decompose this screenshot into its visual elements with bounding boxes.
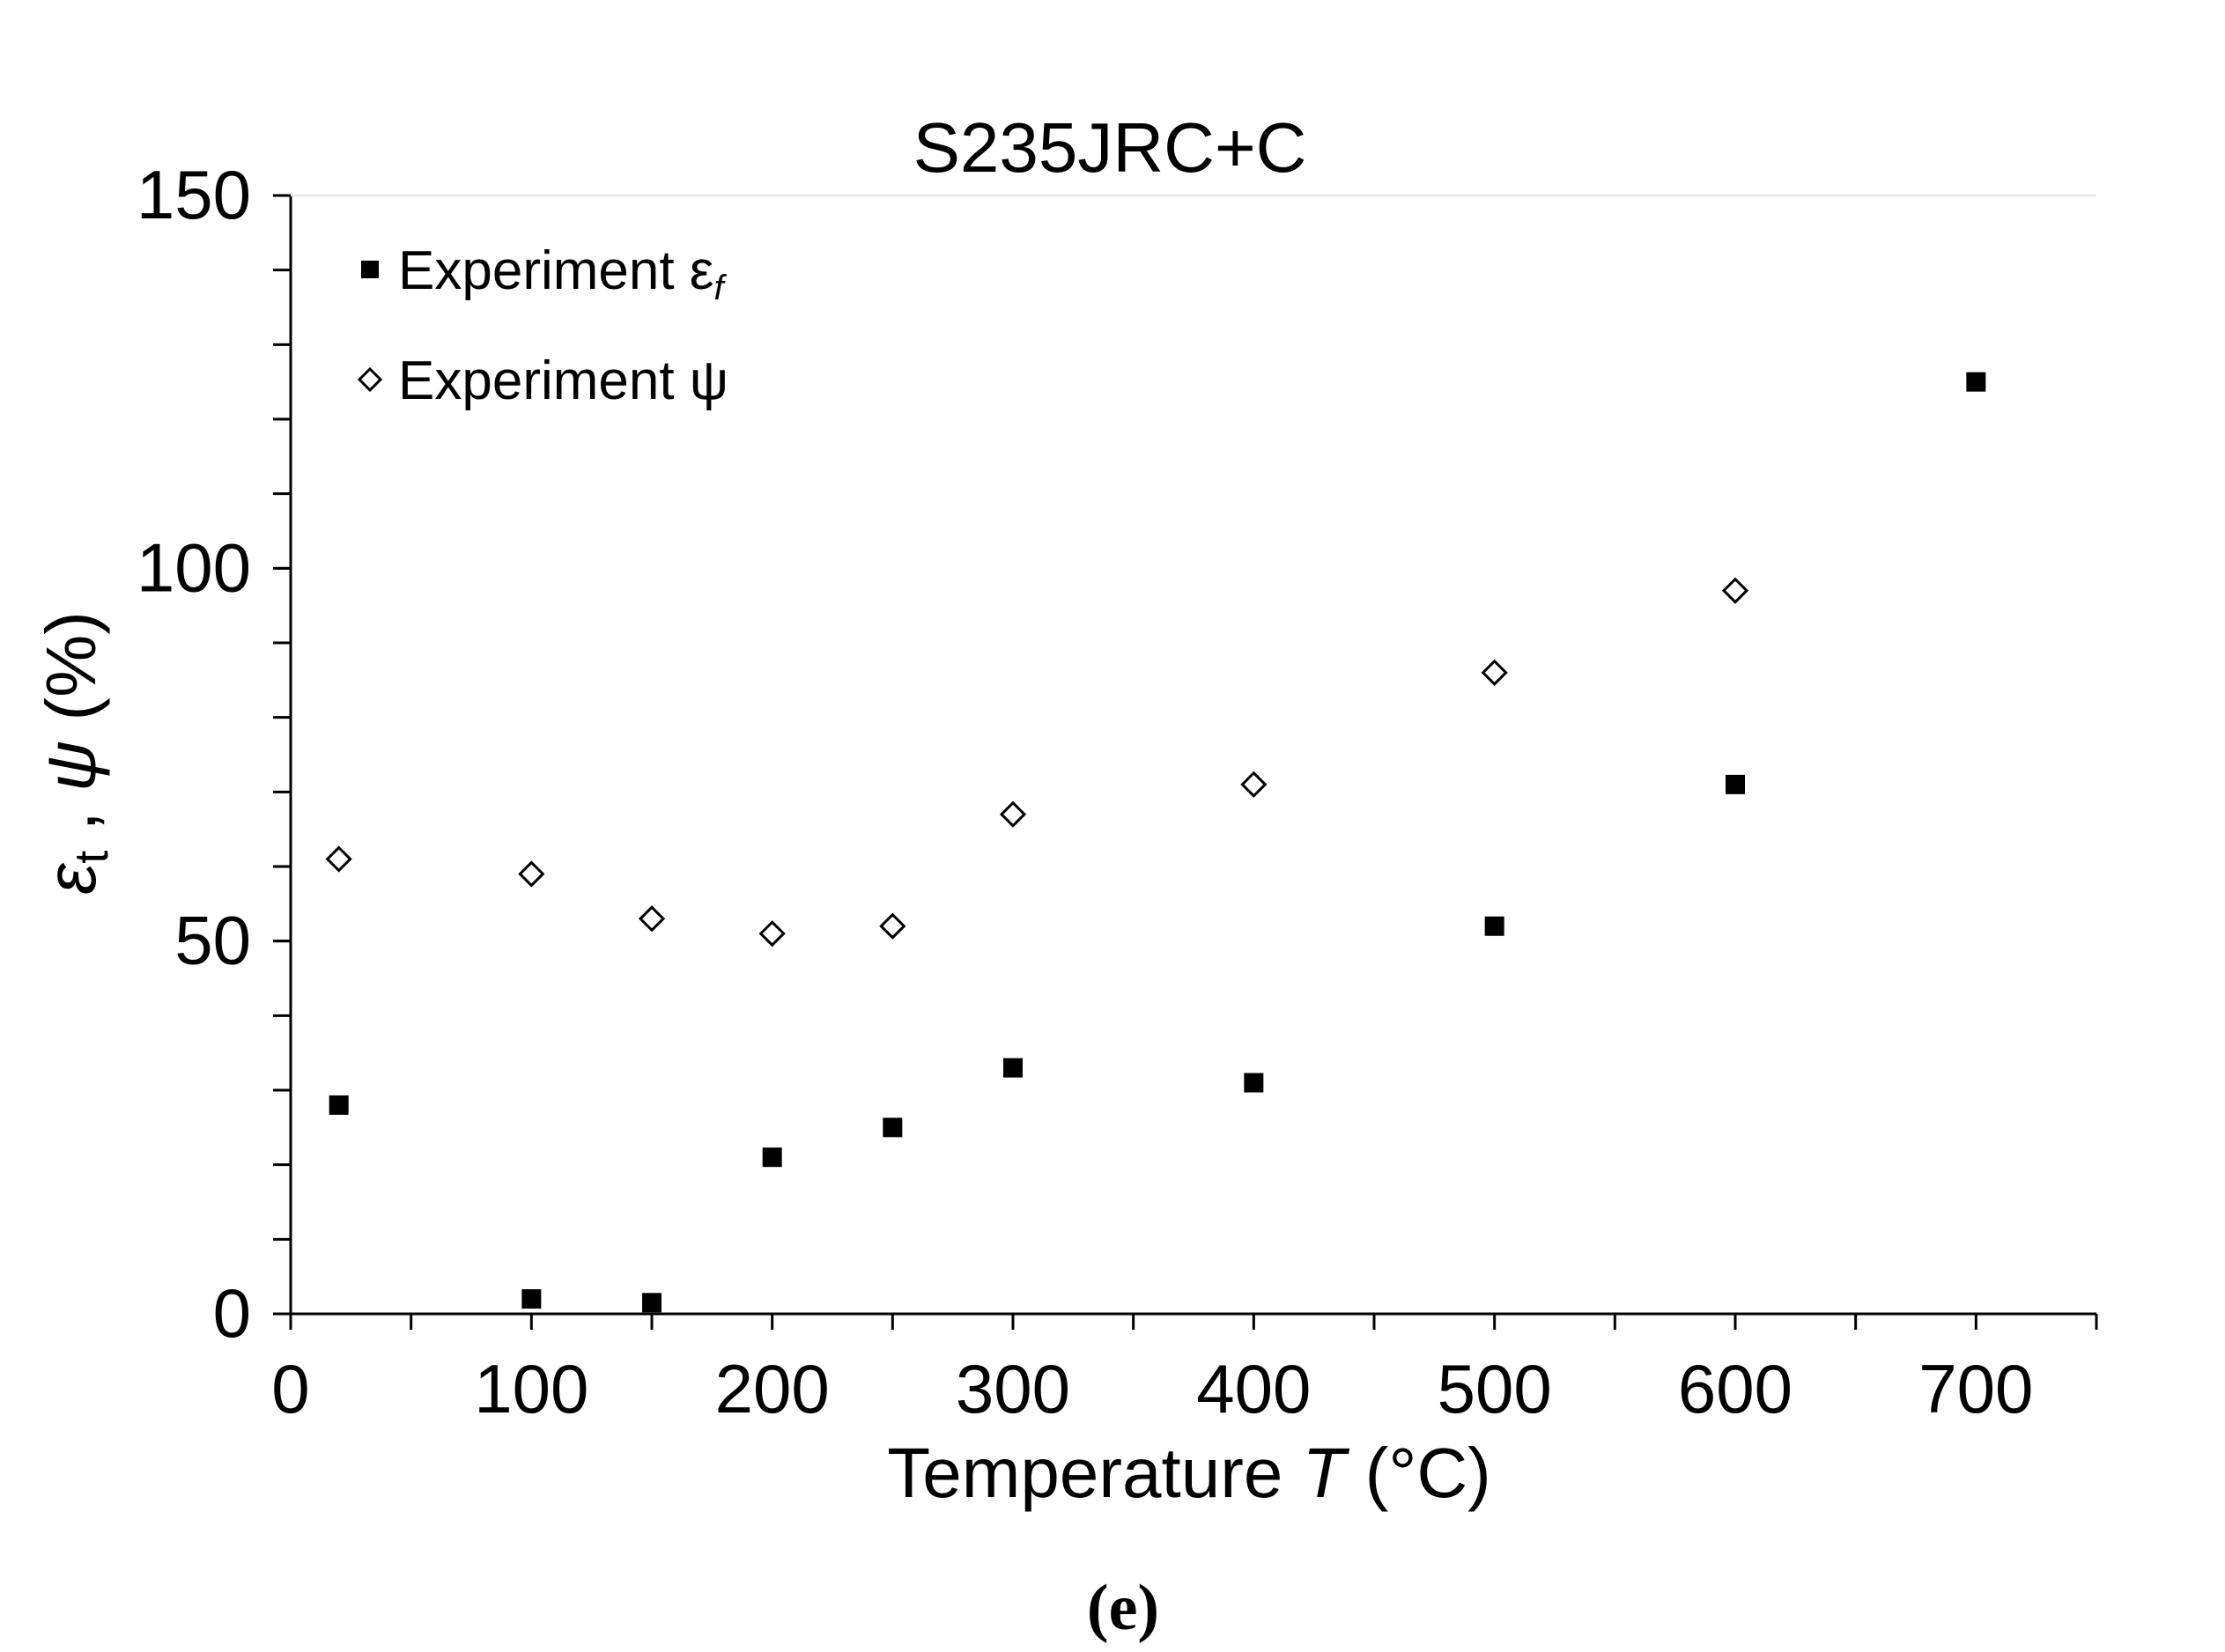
x-axis-title: Temperature T (°C) — [887, 1434, 1490, 1512]
data-point-diamond — [518, 860, 545, 888]
x-tick-label: 0 — [271, 1350, 309, 1427]
y-axis-ticks: 0 50 100 150 — [137, 156, 291, 1352]
y-tick-label: 150 — [137, 156, 251, 233]
data-point-diamond — [1481, 659, 1508, 686]
data-point-square — [521, 1289, 542, 1309]
chart-title: S235JRC+C — [913, 108, 1307, 187]
x-tick-label: 400 — [1196, 1350, 1311, 1427]
data-point-diamond — [1240, 771, 1268, 798]
data-point-square — [1484, 916, 1504, 936]
data-point-square — [1003, 1058, 1023, 1078]
data-point-diamond — [325, 845, 352, 873]
data-point-square — [883, 1117, 903, 1138]
data-point-square — [642, 1293, 662, 1313]
x-tick-label: 500 — [1438, 1350, 1552, 1427]
data-point-diamond — [999, 800, 1027, 828]
y-axis-title: εt , ψ (%) — [32, 611, 118, 895]
y-tick-label: 0 — [213, 1274, 251, 1352]
data-point-diamond — [879, 912, 906, 940]
data-point-square — [1244, 1073, 1264, 1093]
x-axis-ticks: 0 100 200 300 400 500 600 700 — [271, 1314, 2098, 1427]
data-point-square — [1726, 774, 1745, 794]
data-marks — [325, 372, 1986, 1313]
data-point-square — [329, 1095, 349, 1115]
y-tick-label: 50 — [174, 902, 251, 979]
legend-marker-eps — [361, 261, 379, 278]
legend: Experiment εf Experiment ψ — [357, 240, 728, 411]
series-1 — [325, 577, 1749, 948]
x-tick-label: 700 — [1918, 1350, 2033, 1427]
panel-caption: (e) — [1087, 1572, 1159, 1644]
series-0 — [329, 372, 1986, 1313]
data-point-diamond — [1721, 577, 1749, 604]
legend-label-psi: Experiment ψ — [398, 350, 728, 411]
legend-label-eps: Experiment εf — [398, 240, 727, 307]
legend-marker-psi — [357, 366, 383, 393]
x-tick-label: 200 — [715, 1350, 830, 1427]
y-tick-label: 100 — [137, 528, 251, 606]
data-point-diamond — [758, 920, 786, 948]
data-point-diamond — [638, 905, 666, 933]
x-tick-label: 100 — [474, 1350, 588, 1427]
axes — [289, 195, 2096, 1316]
x-tick-label: 300 — [956, 1350, 1070, 1427]
data-point-square — [762, 1147, 782, 1168]
data-point-square — [1966, 372, 1986, 392]
x-tick-label: 600 — [1678, 1350, 1793, 1427]
